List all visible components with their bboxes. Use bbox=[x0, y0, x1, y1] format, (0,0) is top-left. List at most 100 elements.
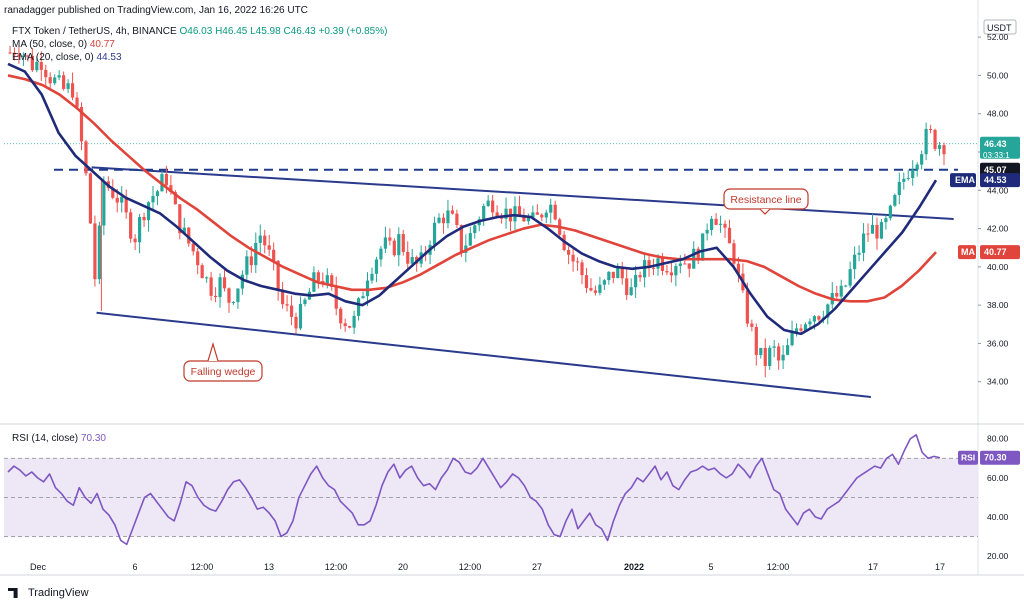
candle-body bbox=[267, 245, 271, 250]
candle-body bbox=[191, 243, 195, 252]
candle-body bbox=[763, 347, 767, 366]
x-tick-label: 13 bbox=[264, 562, 274, 572]
candle-body bbox=[388, 237, 392, 241]
x-tick-label: Dec bbox=[30, 562, 47, 572]
candle-body bbox=[687, 263, 691, 269]
candle-body bbox=[316, 272, 320, 281]
candle-body bbox=[432, 222, 437, 245]
candle-body bbox=[875, 224, 879, 239]
candle-body bbox=[879, 222, 884, 239]
candle-body bbox=[44, 69, 48, 78]
candle-body bbox=[222, 277, 227, 289]
candle-body bbox=[84, 141, 88, 174]
candle-body bbox=[897, 181, 901, 196]
candle-body bbox=[920, 154, 924, 165]
candle-body bbox=[129, 212, 133, 239]
candle-body bbox=[397, 234, 401, 256]
candle-body bbox=[401, 234, 405, 252]
x-tick-label: 17 bbox=[935, 562, 945, 572]
x-tick-label: 27 bbox=[532, 562, 542, 572]
candle-body bbox=[642, 260, 647, 278]
candle-body bbox=[155, 191, 160, 197]
candle-body bbox=[531, 212, 535, 218]
y-tick-label: 48.00 bbox=[987, 109, 1009, 119]
candle-body bbox=[124, 196, 128, 213]
candle-body bbox=[674, 266, 678, 276]
candle-body bbox=[285, 304, 289, 306]
candle-body bbox=[88, 173, 93, 224]
currency-label: USDT bbox=[987, 23, 1012, 33]
candle-body bbox=[884, 218, 888, 223]
ma-name-tag bbox=[958, 245, 976, 260]
y-tick-label: 38.00 bbox=[987, 300, 1009, 310]
candle-body bbox=[736, 263, 741, 274]
y-tick-label: 42.00 bbox=[987, 224, 1009, 234]
support-line bbox=[96, 311, 871, 399]
candle-body bbox=[535, 212, 539, 215]
candle-body bbox=[723, 223, 727, 228]
candle-body bbox=[343, 323, 347, 327]
candle-body bbox=[866, 233, 870, 235]
candle-body bbox=[745, 290, 749, 324]
candle-body bbox=[705, 230, 709, 234]
candle-body bbox=[66, 83, 70, 89]
candle-body bbox=[611, 271, 615, 279]
last-price-tag-sub: 03:33:1 bbox=[983, 151, 1010, 160]
y-tick-label: 34.00 bbox=[987, 377, 1009, 387]
x-tick-label: 12:00 bbox=[191, 562, 214, 572]
candle-body bbox=[410, 257, 414, 264]
candle-body bbox=[187, 227, 191, 244]
footer-brand: TradingView bbox=[8, 587, 89, 599]
candle-body bbox=[227, 288, 231, 303]
candle-body bbox=[473, 225, 477, 234]
candle-body bbox=[759, 347, 763, 355]
candle-body bbox=[803, 324, 808, 331]
candle-body bbox=[468, 233, 472, 246]
candle-body bbox=[17, 54, 21, 58]
candle-body bbox=[567, 250, 571, 255]
candle-body bbox=[245, 256, 249, 275]
candle-body bbox=[696, 248, 700, 261]
candle-body bbox=[263, 235, 267, 246]
candle-body bbox=[303, 299, 307, 304]
candle-body bbox=[826, 304, 830, 318]
currency-box bbox=[983, 19, 1017, 35]
candle-body bbox=[857, 252, 861, 255]
candle-body bbox=[777, 346, 781, 361]
candle-body bbox=[8, 52, 12, 54]
ma-name-tag-text: MA bbox=[961, 247, 975, 257]
ma-value-tag bbox=[980, 245, 1020, 260]
falling-wedge-callout-text: Falling wedge bbox=[191, 366, 256, 378]
candle-body bbox=[580, 262, 584, 276]
ema-value-tag bbox=[980, 173, 1020, 188]
candle-body bbox=[486, 200, 490, 206]
candle-body bbox=[325, 275, 329, 284]
candle-body bbox=[754, 326, 758, 355]
candle-body bbox=[57, 75, 61, 78]
candle-body bbox=[62, 75, 66, 89]
x-tick-label: 17 bbox=[868, 562, 878, 572]
candle-body bbox=[522, 215, 526, 222]
candle-body bbox=[790, 332, 794, 346]
candle-body bbox=[97, 225, 101, 280]
resistance-callout-tail bbox=[759, 208, 771, 215]
candle-body bbox=[356, 298, 361, 316]
candle-body bbox=[629, 287, 633, 296]
symbol-title: FTX Token / TetherUS, 4h, BINANCE bbox=[12, 26, 177, 37]
candle-body bbox=[455, 213, 459, 226]
candle-body bbox=[450, 210, 455, 214]
y-tick-label: 50.00 bbox=[987, 70, 1009, 80]
candle-body bbox=[137, 216, 142, 243]
candle-body bbox=[544, 212, 548, 218]
rsi-y-tick-label: 60.00 bbox=[987, 473, 1009, 483]
candle-body bbox=[281, 289, 285, 305]
candle-body bbox=[513, 206, 517, 222]
candle-body bbox=[365, 280, 370, 297]
candle-body bbox=[937, 145, 942, 149]
candle-body bbox=[35, 62, 39, 71]
candle-body bbox=[772, 346, 776, 348]
candle-body bbox=[173, 192, 177, 205]
candle-body bbox=[540, 214, 544, 218]
candle-body bbox=[178, 204, 182, 234]
